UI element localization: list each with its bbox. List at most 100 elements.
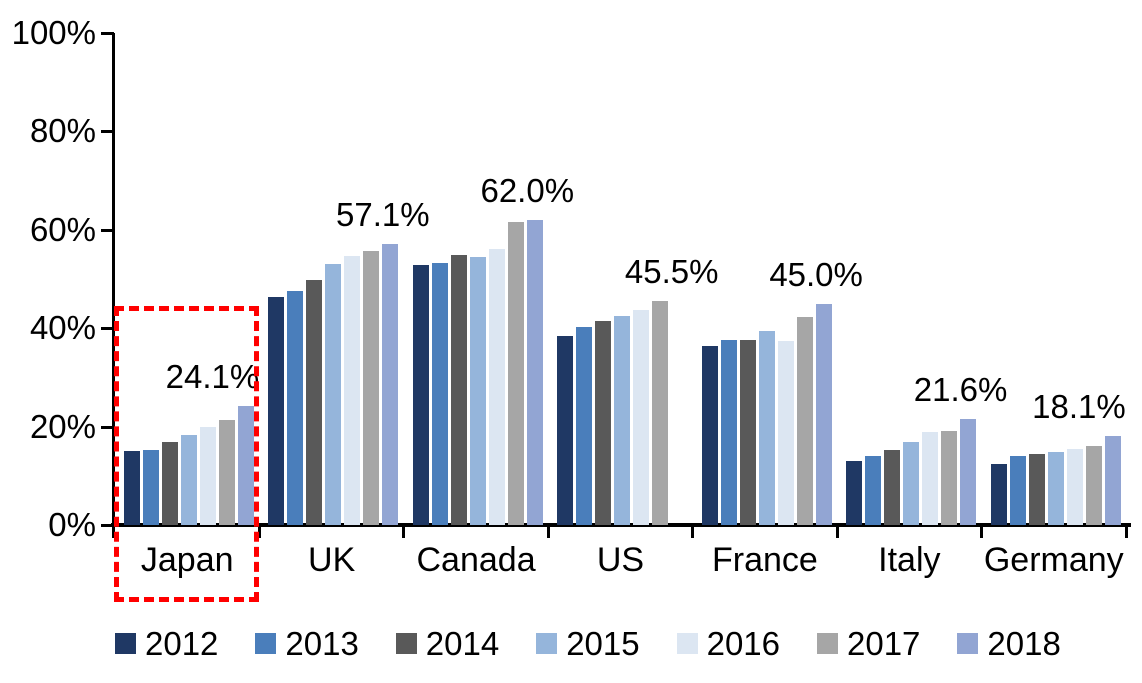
y-tick-label: 80% <box>29 112 96 150</box>
legend-item-2013: 2013 <box>255 624 359 662</box>
bar-canada-2012 <box>412 265 429 525</box>
x-tick-mark <box>257 527 261 538</box>
bar-us-2014 <box>595 320 612 525</box>
y-tick-mark <box>101 228 114 232</box>
bar-italy-2015 <box>903 442 920 525</box>
x-tick-mark <box>546 527 550 538</box>
bar-france-2013 <box>720 339 737 525</box>
x-tick-mark <box>112 527 115 538</box>
bar-group-germany: 18.1% <box>982 33 1126 525</box>
y-tick-mark <box>101 32 114 35</box>
bar-group-japan: 24.1% <box>115 33 259 525</box>
bar-canada-2014 <box>450 254 467 525</box>
bar-germany-2018 <box>1104 435 1121 525</box>
legend-label-2014: 2014 <box>425 624 500 662</box>
bar-italy-2014 <box>884 450 901 525</box>
bar-japan-2012 <box>124 450 140 525</box>
bar-italy-2017 <box>941 430 958 525</box>
bar-france-2015 <box>758 330 775 525</box>
bar-italy-2012 <box>846 461 863 525</box>
data-label-germany: 18.1% <box>1032 387 1126 425</box>
y-tick-mark <box>101 425 114 429</box>
data-label-uk: 57.1% <box>336 196 430 234</box>
bar-france-2012 <box>701 345 718 525</box>
bar-japan-2013 <box>143 449 159 525</box>
bar-uk-2012 <box>268 297 285 525</box>
bar-group-uk: 57.1% <box>259 33 430 525</box>
legend-swatch-2013 <box>255 632 277 654</box>
legend-label-2016: 2016 <box>706 624 781 662</box>
x-label-japan: Japan <box>140 541 234 579</box>
x-tick-mark <box>402 527 406 538</box>
y-tick-label: 60% <box>29 210 96 248</box>
bar-canada-2017 <box>507 221 524 525</box>
data-label-italy: 21.6% <box>913 370 1008 408</box>
bar-japan-2018 <box>238 406 254 525</box>
x-label-canada: Canada <box>416 541 536 579</box>
legend-item-2017: 2017 <box>817 626 920 660</box>
x-label-us: US <box>596 541 645 579</box>
bar-us-2013 <box>576 327 593 525</box>
x-tick-mark <box>1124 527 1128 538</box>
bar-uk-2017 <box>363 250 380 525</box>
bar-canada-2013 <box>431 263 448 525</box>
legend-item-2012: 2012 <box>115 626 218 660</box>
bar-japan-2017 <box>219 420 235 525</box>
y-tick-label: 40% <box>29 309 96 347</box>
bar-france-2017 <box>796 317 813 525</box>
y-tick-label: 100% <box>11 14 96 51</box>
y-axis-line <box>112 33 115 527</box>
legend-label-2017: 2017 <box>847 624 921 662</box>
data-label-japan: 24.1% <box>165 358 260 396</box>
x-label-uk: UK <box>308 541 356 579</box>
legend-item-2018: 2018 <box>957 624 1061 662</box>
legend-label-2012: 2012 <box>145 624 219 662</box>
legend-label-2018: 2018 <box>987 624 1061 662</box>
bar-germany-2013 <box>1009 456 1026 525</box>
bar-uk-2014 <box>306 279 323 525</box>
bar-uk-2015 <box>325 264 342 525</box>
x-label-germany: Germany <box>983 541 1124 579</box>
legend-swatch-2015 <box>536 632 558 654</box>
bar-france-2014 <box>739 339 756 525</box>
bar-group-france: 45.0% <box>693 33 863 525</box>
bar-uk-2013 <box>287 290 304 525</box>
legend-swatch-2012 <box>115 632 136 654</box>
x-label-france: France <box>712 541 818 579</box>
legend-label-2015: 2015 <box>566 624 640 662</box>
data-label-canada: 62.0% <box>480 171 575 209</box>
bar-germany-2016 <box>1066 449 1083 525</box>
legend-item-2015: 2015 <box>536 624 640 662</box>
bar-germany-2012 <box>990 464 1007 525</box>
x-tick-mark <box>691 527 695 538</box>
bar-japan-2016 <box>200 426 216 525</box>
bar-italy-2016 <box>922 432 939 525</box>
y-tick-mark <box>101 130 114 134</box>
y-tick-mark <box>101 524 114 527</box>
plot-area: 24.1% 57.1% 62.0% 45.5% 45.0% 21.6% 18.1% <box>115 33 1126 525</box>
bar-group-canada: 62.0% <box>404 33 574 525</box>
x-axis-line <box>111 523 1131 527</box>
legend-label-2013: 2013 <box>285 624 359 662</box>
highlight-box-japan <box>114 306 259 602</box>
legend-item-2016: 2016 <box>676 624 781 662</box>
x-tick-mark <box>835 527 839 538</box>
x-label-italy: Italy <box>878 541 941 579</box>
y-tick-label: 0% <box>48 506 96 543</box>
y-tick-mark <box>101 327 114 331</box>
legend-swatch-2018 <box>957 632 979 654</box>
legend-swatch-2017 <box>817 632 838 654</box>
bar-italy-2013 <box>865 456 882 525</box>
bar-japan-2015 <box>181 435 197 525</box>
bar-us-2017 <box>652 301 669 525</box>
bar-canada-2016 <box>488 249 505 525</box>
data-label-france: 45.0% <box>769 255 863 293</box>
x-tick-mark <box>980 527 984 538</box>
data-label-us: 45.5% <box>624 253 719 291</box>
legend-swatch-2014 <box>395 632 417 654</box>
bar-uk-2016 <box>344 255 361 525</box>
bar-germany-2014 <box>1028 454 1045 525</box>
bar-italy-2018 <box>960 418 977 525</box>
legend-swatch-2016 <box>676 632 698 654</box>
